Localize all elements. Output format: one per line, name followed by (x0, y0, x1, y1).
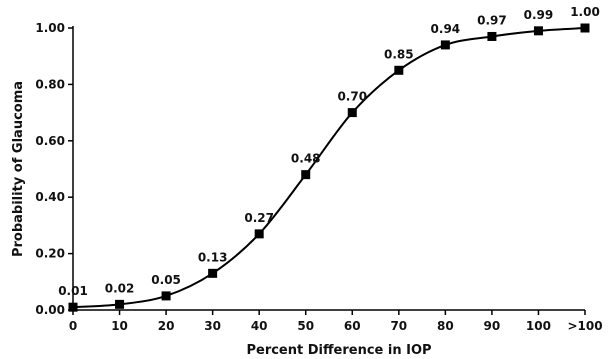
data-label: 0.05 (151, 273, 181, 287)
y-tick-label: 0.00 (35, 303, 65, 317)
data-point (115, 299, 125, 309)
x-tick-label: 60 (344, 319, 361, 333)
y-tick-label: 0.20 (35, 247, 65, 261)
x-tick-label: 10 (111, 319, 128, 333)
data-point (487, 31, 497, 41)
x-tick-label: 100 (526, 319, 551, 333)
y-tick-label: 0.40 (35, 190, 65, 204)
data-point (208, 268, 218, 278)
data-label: 0.70 (337, 90, 367, 104)
data-label: 0.97 (477, 13, 507, 27)
data-label: 0.99 (524, 8, 554, 22)
x-tick-label: 50 (297, 319, 314, 333)
y-tick-label: 0.60 (35, 134, 65, 148)
x-axis-title: Percent Difference in IOP (246, 343, 431, 358)
y-axis: 0.00 0.20 0.40 0.60 0.80 1.00 (35, 21, 74, 317)
x-tick-label: 90 (484, 319, 501, 333)
data-point (440, 40, 450, 50)
data-label: 0.02 (105, 281, 135, 295)
series-layer: 0.01 0.02 0.05 0.13 0.27 0.48 0.70 0.85 0.94 0.97… (58, 5, 600, 312)
y-axis-title: Probability of Glaucoma (11, 81, 26, 257)
series-line (72, 27, 586, 309)
x-tick-label: 20 (158, 319, 175, 333)
data-point (161, 291, 171, 301)
data-label: 0.27 (244, 211, 274, 225)
data-label: 0.85 (384, 47, 414, 61)
data-point (301, 170, 311, 180)
data-point (347, 108, 357, 118)
x-tick-label: 70 (390, 319, 407, 333)
x-tick-label: 40 (251, 319, 268, 333)
data-label: 0.01 (58, 284, 88, 298)
data-point (394, 65, 404, 75)
data-point (68, 302, 78, 312)
y-tick-label: 0.80 (35, 77, 65, 91)
data-label: 0.94 (431, 22, 461, 36)
y-tick-label: 1.00 (35, 21, 65, 35)
data-point (580, 23, 590, 33)
x-tick-label: 80 (437, 319, 454, 333)
data-point (533, 26, 543, 36)
x-tick-label: 0 (69, 319, 77, 333)
data-label: 0.48 (291, 152, 321, 166)
x-axis: 0 10 20 30 40 50 60 70 80 90 100 >100 (69, 309, 603, 333)
x-tick-label: 30 (204, 319, 221, 333)
x-tick-label: >100 (567, 319, 602, 333)
data-point (254, 229, 264, 239)
data-label: 1.00 (570, 5, 600, 19)
data-label: 0.13 (198, 250, 228, 264)
